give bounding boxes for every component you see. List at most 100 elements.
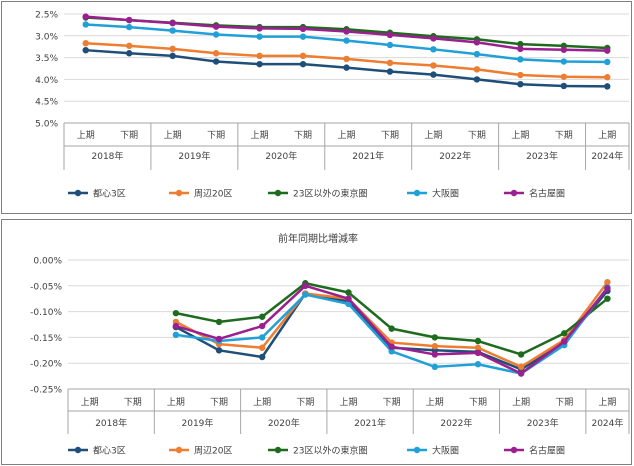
data-point — [125, 23, 133, 31]
data-point — [212, 50, 220, 57]
data-point — [604, 295, 611, 302]
data-point — [430, 62, 437, 69]
legend-marker — [274, 189, 282, 197]
data-point — [388, 325, 395, 332]
data-point — [560, 73, 568, 80]
legend-marker — [74, 189, 82, 197]
x-tick-label: 上期 — [339, 397, 357, 408]
data-point — [169, 19, 176, 27]
x-tick-label: 上期 — [598, 130, 616, 141]
legend-label: 名古屋圏 — [529, 445, 565, 457]
data-point — [473, 66, 481, 73]
data-point — [82, 13, 89, 20]
legend-marker — [413, 446, 421, 454]
data-point — [343, 37, 350, 44]
data-point — [256, 25, 263, 32]
data-point — [215, 347, 223, 354]
data-point — [473, 50, 481, 58]
data-point — [82, 40, 89, 47]
data-point — [169, 45, 176, 53]
y-tick-label: -0.20% — [30, 360, 62, 370]
data-point — [561, 330, 568, 337]
data-point — [125, 50, 133, 57]
x-year-label: 2023年 — [527, 417, 559, 429]
data-point — [473, 76, 481, 83]
x-tick-label: 下期 — [555, 130, 573, 141]
data-point — [212, 58, 220, 65]
data-point — [172, 331, 180, 339]
data-point — [302, 282, 309, 289]
data-point — [560, 46, 568, 53]
data-point — [299, 52, 307, 60]
x-year-label: 2019年 — [182, 417, 214, 429]
data-point — [215, 318, 223, 326]
legend-label: 都心3区 — [93, 446, 126, 457]
data-point — [431, 342, 439, 350]
legend-marker — [274, 446, 282, 454]
x-year-label: 2021年 — [354, 417, 386, 429]
legend-label: 23区以外の東京圏 — [293, 445, 367, 457]
legend-marker — [413, 189, 421, 197]
x-year-label: 2022年 — [440, 417, 472, 429]
data-point — [299, 25, 307, 33]
data-point — [604, 278, 611, 286]
x-year-label: 2021年 — [352, 150, 384, 162]
y-tick-label: 4.0% — [35, 76, 58, 86]
legend-marker — [74, 446, 82, 454]
x-tick-label: 下期 — [383, 397, 401, 408]
data-point — [517, 45, 524, 53]
x-tick-label: 上期 — [424, 130, 442, 141]
data-point — [474, 337, 482, 345]
data-point — [388, 348, 395, 355]
data-point — [561, 338, 568, 345]
x-tick-label: 上期 — [598, 397, 616, 408]
chart-title: 前年同期比増減率 — [278, 232, 358, 245]
y-tick-label: 2.5% — [35, 11, 58, 21]
data-point — [169, 52, 176, 60]
data-point — [212, 23, 220, 30]
data-point — [604, 58, 611, 66]
x-tick-label: 下期 — [468, 130, 486, 141]
data-point — [256, 60, 263, 68]
data-point — [474, 361, 482, 368]
x-year-label: 2018年 — [92, 150, 124, 162]
x-year-label: 2020年 — [268, 417, 300, 429]
y-tick-label: 0.00% — [33, 257, 62, 267]
data-point — [474, 344, 482, 351]
legend-label: 周辺20区 — [194, 446, 232, 457]
x-tick-label: 下期 — [469, 397, 487, 408]
legend-marker — [510, 446, 518, 454]
data-point — [343, 28, 350, 35]
data-point — [258, 353, 266, 361]
data-point — [302, 291, 309, 298]
x-tick-label: 上期 — [251, 130, 269, 141]
data-point — [343, 55, 350, 63]
data-point — [431, 334, 439, 341]
x-year-label: 2023年 — [526, 150, 558, 162]
x-tick-label: 下期 — [381, 130, 399, 141]
data-point — [473, 39, 481, 46]
data-point — [343, 64, 350, 71]
data-point — [604, 47, 611, 54]
legend-marker — [510, 189, 518, 197]
x-tick-label: 下期 — [296, 397, 314, 408]
legend-marker — [175, 446, 183, 454]
data-point — [430, 71, 437, 78]
data-point — [604, 74, 611, 81]
data-point — [345, 295, 352, 302]
x-tick-label: 下期 — [124, 397, 142, 408]
data-point — [430, 46, 437, 53]
data-point — [517, 56, 524, 63]
data-point — [82, 21, 89, 28]
data-point — [258, 334, 266, 341]
data-point — [560, 58, 568, 65]
x-tick-label: 上期 — [81, 397, 99, 408]
data-point — [431, 363, 439, 371]
x-tick-label: 下期 — [207, 130, 225, 141]
data-point — [517, 370, 525, 377]
x-tick-label: 下期 — [555, 397, 573, 408]
data-point — [517, 80, 524, 88]
data-point — [215, 335, 223, 343]
data-point — [345, 289, 352, 296]
y-tick-label: -0.15% — [30, 334, 62, 344]
